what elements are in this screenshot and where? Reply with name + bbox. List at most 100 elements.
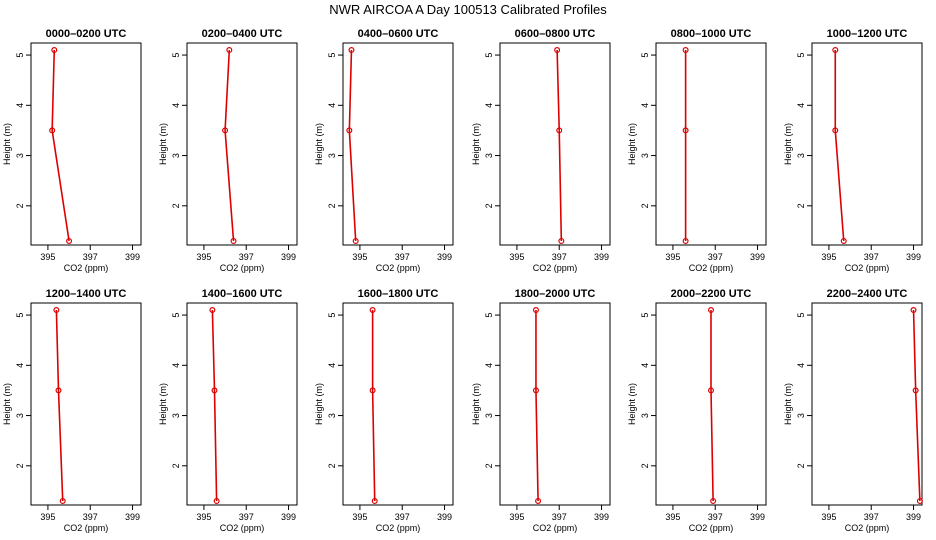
data-point <box>558 237 565 244</box>
panel-title: 0800–1000 UTC <box>671 28 752 40</box>
x-axis-label: CO2 (ppm) <box>64 263 109 273</box>
profile-panel-12: 2200–2400 UTC 395 397 399 CO2 (ppm) 2 3 4 5 Heigh… <box>783 288 923 533</box>
y-tick-label: 2 <box>15 203 25 208</box>
panel-title: 1800–2000 UTC <box>515 288 596 300</box>
data-point <box>840 237 847 244</box>
profile-line <box>211 310 218 501</box>
y-tick-label: 5 <box>796 313 806 318</box>
x-tick-label: 395 <box>821 252 836 262</box>
data-point <box>910 307 917 314</box>
profile-line <box>51 50 70 242</box>
panel-title: 1600–1800 UTC <box>358 288 439 300</box>
data-point <box>352 237 359 244</box>
y-axis-label: Height (m) <box>783 383 793 425</box>
data-point <box>369 387 376 394</box>
data-point <box>346 127 353 134</box>
x-tick-label: 399 <box>594 252 609 262</box>
data-point <box>682 237 689 244</box>
x-axis-label: CO2 (ppm) <box>533 523 578 533</box>
y-axis-label: Height (m) <box>783 123 793 165</box>
y-tick-label: 4 <box>640 363 650 368</box>
data-point <box>226 47 233 54</box>
profile-line <box>55 310 64 502</box>
panels: 0000–0200 UTC 395 397 399 CO2 (ppm) 2 3 4 5 Heigh… <box>2 28 923 533</box>
profile-line <box>371 310 376 501</box>
x-tick-label: 397 <box>83 252 98 262</box>
x-axis-label: CO2 (ppm) <box>64 523 109 533</box>
data-point <box>710 497 717 504</box>
data-point <box>707 307 714 314</box>
y-tick-label: 5 <box>640 53 650 58</box>
y-tick-label: 4 <box>484 103 494 108</box>
y-tick-label: 5 <box>171 313 181 318</box>
x-tick-label: 399 <box>125 252 140 262</box>
data-point <box>209 307 216 314</box>
x-tick-label: 395 <box>509 252 524 262</box>
y-tick-label: 4 <box>327 103 337 108</box>
y-tick-label: 4 <box>15 103 25 108</box>
profile-panel-5: 0800–1000 UTC 395 397 399 CO2 (ppm) 2 3 4 5 Heigh… <box>627 28 767 273</box>
y-tick-label: 3 <box>640 153 650 158</box>
profile-panel-1: 0000–0200 UTC 395 397 399 CO2 (ppm) 2 3 4 5 Heigh… <box>2 28 142 273</box>
y-tick-label: 3 <box>484 153 494 158</box>
plot-frame <box>655 302 767 506</box>
x-tick-label: 395 <box>40 512 55 522</box>
x-tick-label: 395 <box>196 512 211 522</box>
profile-panel-9: 1600–1800 UTC 395 397 399 CO2 (ppm) 2 3 4 5 Heigh… <box>314 288 454 533</box>
profile-panel-8: 1400–1600 UTC 395 397 399 CO2 (ppm) 2 3 4 5 Heigh… <box>158 288 298 533</box>
y-tick-label: 2 <box>640 203 650 208</box>
y-tick-label: 3 <box>327 413 337 418</box>
plot-frame <box>30 42 142 246</box>
data-point <box>682 47 689 54</box>
panel-title: 1400–1600 UTC <box>202 288 283 300</box>
data-point <box>532 387 539 394</box>
y-tick-label: 5 <box>15 53 25 58</box>
data-point <box>49 127 56 134</box>
panel-title: 0000–0200 UTC <box>46 28 127 40</box>
figure-title: NWR AIRCOA A Day 100513 Calibrated Profi… <box>329 2 607 17</box>
x-axis-label: CO2 (ppm) <box>689 523 734 533</box>
x-tick-label: 395 <box>665 512 680 522</box>
x-axis-label: CO2 (ppm) <box>845 263 890 273</box>
y-tick-label: 2 <box>484 463 494 468</box>
profile-line <box>834 50 845 242</box>
data-point <box>55 387 62 394</box>
data-point <box>707 387 714 394</box>
x-tick-label: 399 <box>906 512 921 522</box>
profile-panel-10: 1800–2000 UTC 395 397 399 CO2 (ppm) 2 3 4 5 Heigh… <box>471 288 611 533</box>
y-tick-label: 4 <box>640 103 650 108</box>
y-tick-label: 3 <box>796 413 806 418</box>
data-point <box>348 47 355 54</box>
x-tick-label: 399 <box>437 512 452 522</box>
plot-frame <box>30 302 142 506</box>
x-tick-label: 399 <box>906 252 921 262</box>
y-tick-label: 4 <box>171 103 181 108</box>
y-tick-label: 2 <box>796 463 806 468</box>
y-axis-label: Height (m) <box>627 383 637 425</box>
panel-title: 0600–0800 UTC <box>515 28 596 40</box>
y-tick-label: 3 <box>327 153 337 158</box>
y-tick-label: 3 <box>15 153 25 158</box>
profile-panel-6: 1000–1200 UTC 395 397 399 CO2 (ppm) 2 3 4 5 Heigh… <box>783 28 923 273</box>
profile-line <box>224 49 235 242</box>
y-axis-label: Height (m) <box>2 383 12 425</box>
y-tick-label: 3 <box>15 413 25 418</box>
data-point <box>59 497 66 504</box>
x-tick-label: 399 <box>437 252 452 262</box>
y-tick-label: 4 <box>796 363 806 368</box>
x-tick-label: 395 <box>665 252 680 262</box>
y-tick-label: 2 <box>640 463 650 468</box>
data-point <box>371 497 378 504</box>
y-axis-label: Height (m) <box>314 123 324 165</box>
profile-line <box>535 310 539 501</box>
y-axis-label: Height (m) <box>314 383 324 425</box>
plot-frame <box>655 42 767 246</box>
x-tick-label: 397 <box>708 512 723 522</box>
x-tick-label: 399 <box>594 512 609 522</box>
y-tick-label: 2 <box>15 463 25 468</box>
x-tick-label: 395 <box>196 252 211 262</box>
x-tick-label: 399 <box>125 512 140 522</box>
data-point <box>53 307 60 314</box>
plot-frame <box>499 42 611 246</box>
